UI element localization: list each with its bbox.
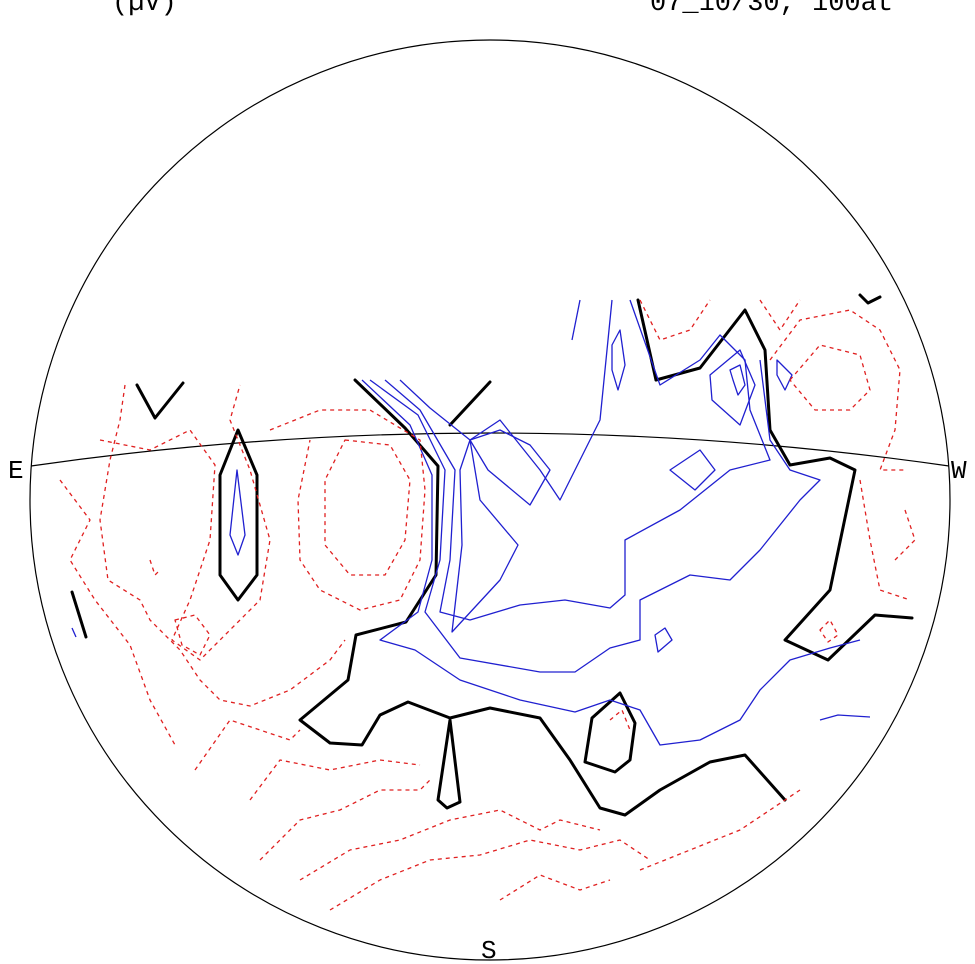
positive-contour-stub (71, 627, 77, 638)
negative-contour-13 (639, 299, 711, 341)
negative-contour-5 (324, 439, 411, 576)
negative-contour-11 (499, 874, 611, 901)
header-right-fragment: 07_10/30, 100at (650, 0, 893, 19)
negative-contour-14 (759, 299, 801, 331)
negative-contour-20 (819, 619, 839, 643)
negative-contour-18 (894, 509, 916, 561)
negative-contour-2 (99, 384, 346, 707)
zero-contour-top-tick (858, 293, 882, 305)
west-label: W (951, 456, 967, 486)
negative-contour-7 (249, 759, 421, 801)
projection-circle (29, 39, 951, 961)
positive-contour-top (571, 299, 581, 341)
positive-contours (71, 299, 871, 746)
negative-contour-3 (59, 479, 176, 746)
zero-contour-south-loop (436, 718, 462, 810)
negative-contour-17 (859, 479, 911, 601)
negative-contour-9 (299, 809, 601, 881)
positive-contour-4 (399, 299, 613, 633)
negative-contour-4 (269, 409, 426, 611)
south-label: S (481, 936, 497, 964)
positive-contour-inner-d (669, 449, 716, 491)
east-label: E (8, 456, 24, 486)
positive-contour-2 (369, 359, 821, 673)
zero-contour-top-spike (636, 298, 658, 382)
positive-contour-inner-a (469, 429, 551, 506)
positive-contour-inner-f (654, 627, 673, 653)
negative-contour-15 (769, 309, 905, 471)
negative-contour-8 (259, 779, 431, 861)
zero-contour-main (298, 378, 787, 817)
negative-contour-16 (789, 344, 871, 411)
negative-contours (59, 299, 916, 911)
positive-contour-inner-e (776, 359, 793, 391)
negative-contour-12 (639, 789, 801, 871)
zero-contour-upper (448, 308, 914, 662)
positive-contour-inner-b (709, 349, 756, 426)
positive-contour-west-right (819, 714, 871, 721)
negative-contour-22 (149, 559, 161, 576)
negative-contour-6 (194, 719, 301, 771)
negative-contour-19 (609, 709, 631, 731)
zero-contours (70, 293, 914, 817)
positive-contour-3 (384, 299, 771, 621)
zero-contour-small-loop (583, 691, 637, 774)
positive-contour-outer (361, 379, 861, 746)
negative-contour-21 (174, 614, 211, 656)
negative-contour-1 (99, 384, 271, 661)
negative-contour-10 (329, 839, 651, 911)
zero-contour-v (135, 381, 185, 420)
zero-contour-east-loop (218, 428, 259, 602)
positive-contour-inner-g (611, 329, 626, 391)
zero-contour-west-stub (70, 590, 88, 639)
positive-contour-east-loop (229, 469, 246, 556)
header-left-fragment: (µV) (112, 0, 177, 19)
positive-contour-inner-c (729, 364, 746, 396)
